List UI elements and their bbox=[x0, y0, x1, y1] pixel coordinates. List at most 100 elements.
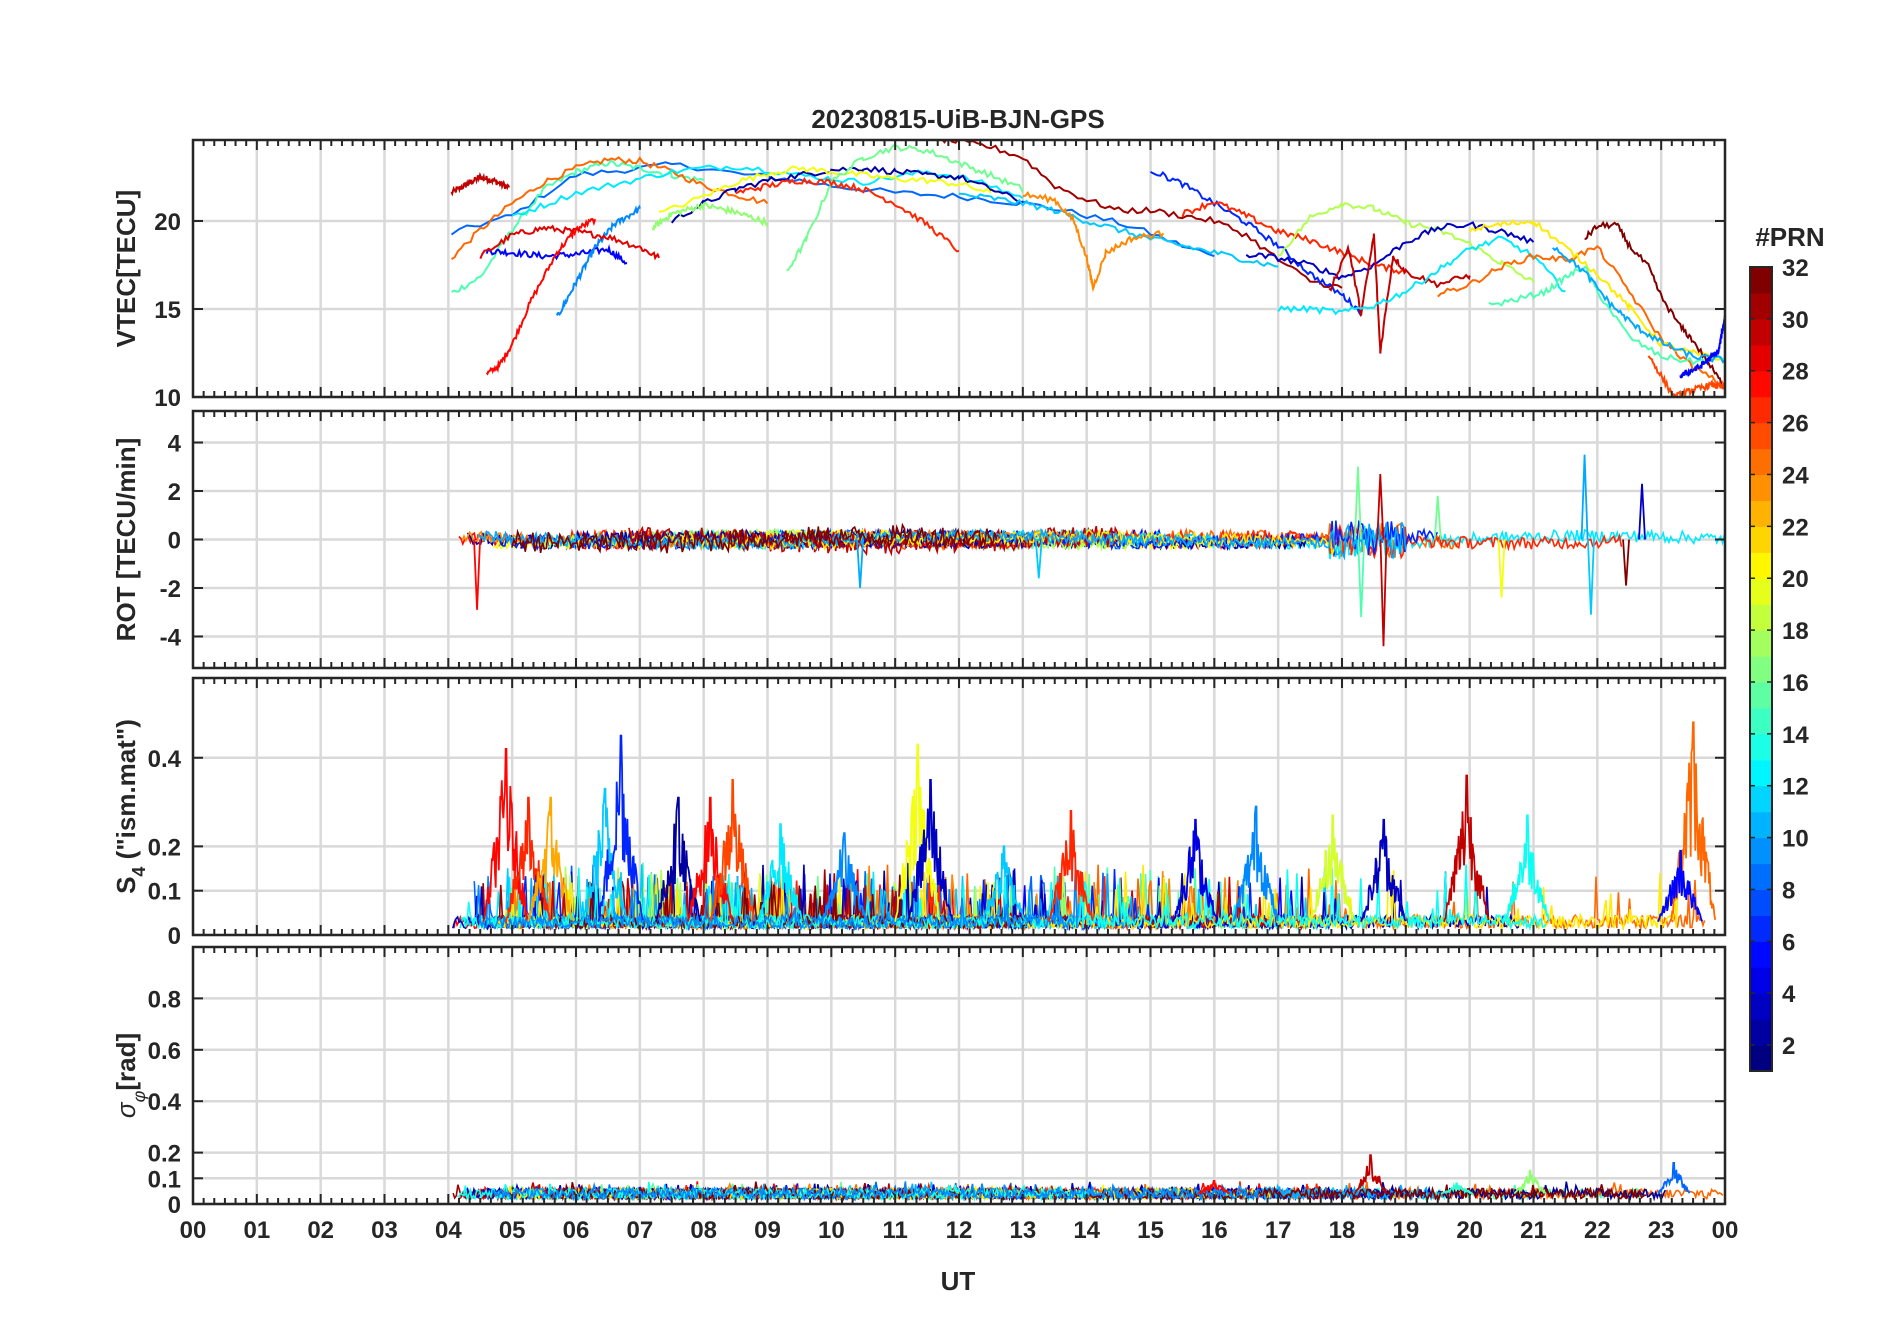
s4-peak-prn-27 bbox=[1047, 810, 1094, 922]
x-tick-label: 07 bbox=[626, 1217, 653, 1244]
y-tick-label: 15 bbox=[154, 297, 181, 324]
colorbar-segment bbox=[1750, 915, 1772, 942]
panel-s4: 0 0.1 0.2 0.4S4 ("ism.mat") bbox=[111, 676, 1727, 950]
vtec-series-prn-29 bbox=[479, 224, 660, 261]
colorbar-segment bbox=[1750, 526, 1772, 553]
x-tick-label: 00 bbox=[1712, 1217, 1739, 1244]
vtec-series-prn-5 bbox=[1679, 315, 1725, 379]
colorbar-segment bbox=[1750, 759, 1772, 787]
x-tick-label: 13 bbox=[1009, 1217, 1036, 1244]
y-tick-label: -2 bbox=[160, 576, 181, 603]
colorbar-segment bbox=[1750, 448, 1772, 476]
panel-rot-ticks bbox=[192, 411, 1726, 668]
x-tick-label: 11 bbox=[882, 1217, 907, 1244]
colorbar-segment bbox=[1750, 370, 1772, 398]
s4-peak-prn-11 bbox=[980, 845, 1027, 923]
s4-peak-prn-9 bbox=[820, 832, 868, 922]
y-tick-label: 0 bbox=[168, 1192, 181, 1219]
sigmaphi-peak-prn-17 bbox=[1513, 1169, 1547, 1195]
vtec-series-prn-32 bbox=[1584, 220, 1725, 390]
s4-peak-prn-19 bbox=[1309, 814, 1356, 922]
s4-peak-prn-23 bbox=[527, 796, 574, 922]
s4-peak-prn-28 bbox=[686, 796, 733, 922]
vtec-series-prn-30 bbox=[450, 171, 510, 197]
y-tick-label: 0.6 bbox=[148, 1038, 181, 1065]
y-tick-label: 20 bbox=[154, 209, 181, 236]
x-tick-label: 18 bbox=[1329, 1217, 1356, 1244]
vtec-series-prn-16 bbox=[786, 143, 1024, 272]
x-tick-label: 03 bbox=[371, 1217, 398, 1244]
s4-peak-prn-12 bbox=[757, 823, 804, 923]
rot-spike-prn-10 bbox=[1580, 454, 1589, 540]
rot-spike-prn-11 bbox=[1034, 539, 1043, 579]
colorbar-tick-label: 24 bbox=[1782, 462, 1809, 489]
panel-s4-series bbox=[452, 721, 1717, 932]
x-tick-label: 08 bbox=[690, 1217, 717, 1244]
colorbar-segment bbox=[1750, 863, 1772, 891]
colorbar-segment bbox=[1750, 474, 1772, 502]
y-tick-label: 0.2 bbox=[148, 834, 181, 861]
vtec-series-prn-5 bbox=[485, 243, 628, 265]
panel-rot-ylabel: ROT [TECU/min] bbox=[111, 438, 141, 642]
panel-vtec-ylabel: VTEC[TECU] bbox=[111, 190, 141, 347]
panel-vtec-series bbox=[450, 140, 1725, 397]
panel-sigmaphi-ylabel: σφ[rad] bbox=[111, 1033, 149, 1118]
x-tick-label: 00 bbox=[180, 1217, 207, 1244]
vtec-series-prn-27 bbox=[735, 177, 960, 253]
y-tick-label: 0.1 bbox=[148, 1166, 181, 1193]
x-tick-label: 17 bbox=[1265, 1217, 1292, 1244]
x-tick-label: 14 bbox=[1073, 1217, 1100, 1244]
colorbar-tick-label: 26 bbox=[1782, 411, 1809, 438]
colorbar-tick-label: 28 bbox=[1782, 359, 1809, 386]
rot-spike-prn-11 bbox=[1587, 539, 1595, 615]
colorbar-segment bbox=[1750, 578, 1772, 605]
x-tick-label: 20 bbox=[1456, 1217, 1483, 1244]
colorbar-frame bbox=[1749, 266, 1773, 1072]
x-tick-label: 21 bbox=[1520, 1217, 1547, 1244]
colorbar-segment bbox=[1750, 552, 1772, 579]
panel-sigmaphi-ticks bbox=[192, 947, 1726, 1205]
colorbar-tick-label: 4 bbox=[1782, 981, 1796, 1008]
vtec-series-prn-9 bbox=[555, 204, 641, 316]
vtec-series-prn-6 bbox=[1150, 170, 1362, 316]
x-tick-label: 19 bbox=[1392, 1217, 1419, 1244]
y-tick-label: 0.1 bbox=[148, 879, 181, 906]
panel-s4-grid bbox=[191, 678, 1727, 937]
colorbar-tick-label: 12 bbox=[1782, 774, 1809, 801]
x-tick-label: 12 bbox=[946, 1217, 973, 1244]
panel-sigmaphi-series bbox=[452, 1154, 1724, 1202]
panel-sigmaphi: 00.10.2 0.4 0.6 0.8 σφ[rad] bbox=[111, 945, 1727, 1219]
colorbar-tick-label: 16 bbox=[1782, 670, 1809, 697]
vtec-series-prn-11 bbox=[958, 192, 1279, 268]
panel-s4-ylabel: S4 ("ism.mat") bbox=[111, 719, 149, 894]
s4-peak-prn-5 bbox=[1657, 849, 1704, 922]
s4-peak-prn-26 bbox=[709, 779, 756, 922]
colorbar-tick-label: 22 bbox=[1782, 514, 1809, 541]
s4-peak-prn-28 bbox=[482, 748, 529, 922]
vtec-series-prn-12 bbox=[511, 164, 1024, 217]
sigmaphi-peak-prn-30 bbox=[1353, 1154, 1387, 1195]
colorbar-tick-label: 32 bbox=[1782, 255, 1809, 282]
x-tick-label: 05 bbox=[499, 1217, 526, 1244]
x-tick-label: 22 bbox=[1584, 1217, 1611, 1244]
sigmaphi-series-prn-9 bbox=[491, 1181, 1260, 1202]
chart-title: 20230815-UiB-BJN-GPS bbox=[811, 104, 1104, 134]
rot-spike-prn-28 bbox=[473, 539, 481, 610]
sigmaphi-peak-prn-14 bbox=[1440, 1182, 1473, 1195]
colorbar-segment bbox=[1750, 785, 1772, 813]
colorbar-tick-label: 20 bbox=[1782, 566, 1809, 593]
colorbar-segment bbox=[1750, 500, 1772, 527]
x-tick-label: 16 bbox=[1201, 1217, 1228, 1244]
colorbar-segment bbox=[1750, 837, 1772, 865]
colorbar-segment bbox=[1750, 811, 1772, 839]
colorbar-segment bbox=[1750, 292, 1772, 320]
colorbar-title: #PRN bbox=[1755, 222, 1824, 252]
colorbar-segment bbox=[1750, 889, 1772, 916]
x-tick-label: 15 bbox=[1137, 1217, 1164, 1244]
panel-vtec: 10 15 20 VTEC[TECU] bbox=[111, 138, 1727, 412]
vtec-series-prn-15 bbox=[1488, 265, 1725, 366]
vtec-series-prn-20 bbox=[658, 165, 992, 213]
colorbar-segment bbox=[1750, 681, 1772, 709]
